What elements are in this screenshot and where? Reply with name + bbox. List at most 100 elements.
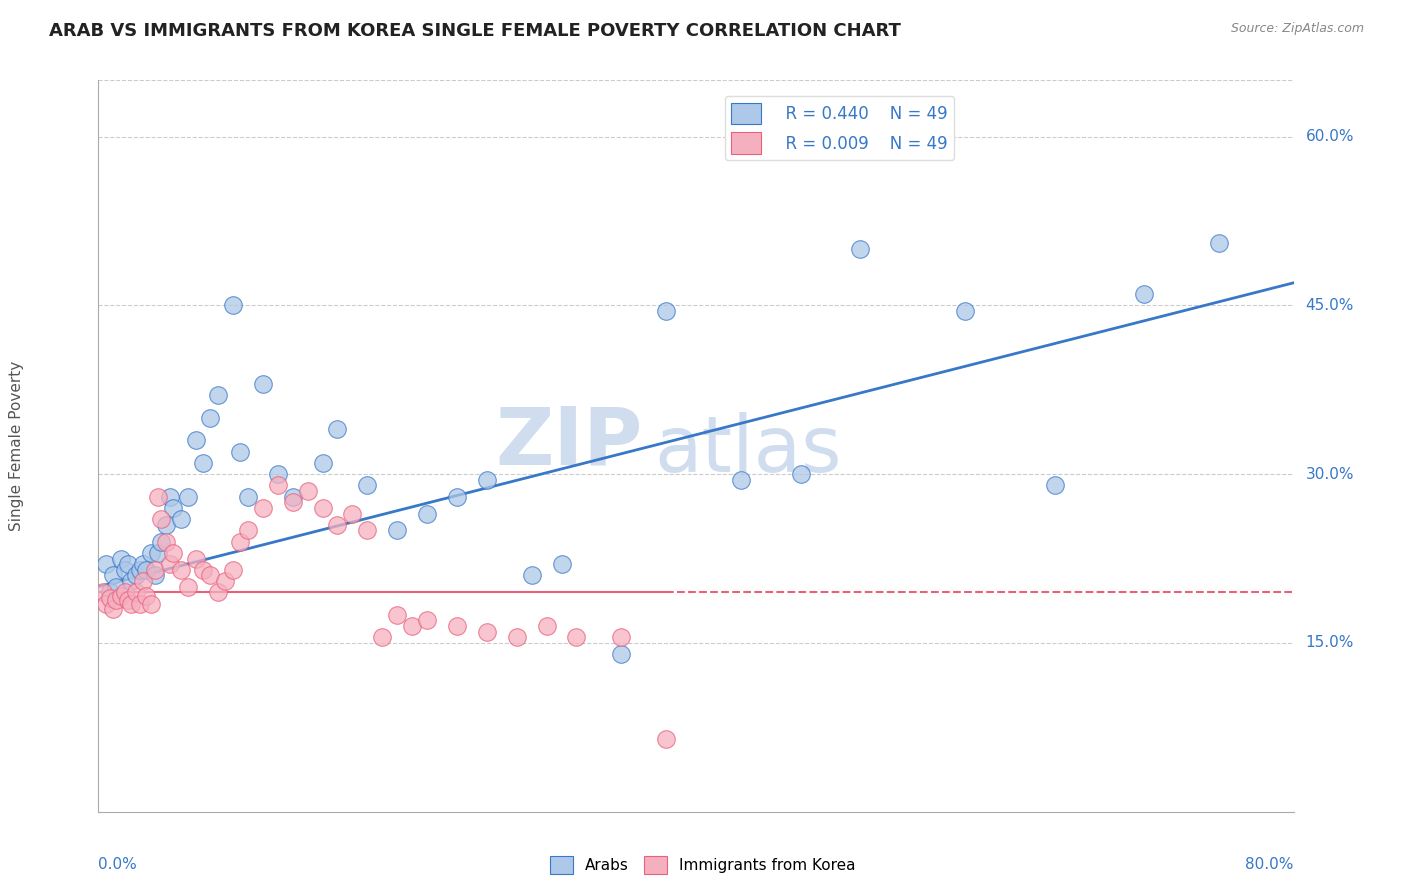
Point [120,597,142,611]
Point [267,467,290,482]
Point [148,546,170,560]
Text: atlas: atlas [654,411,842,488]
Point [105,593,128,607]
Point [506,630,529,644]
Point [311,500,333,515]
Point [129,597,152,611]
Point [252,377,274,392]
Text: ZIP: ZIP [495,403,643,482]
Point [159,490,181,504]
Text: 15.0%: 15.0% [1306,635,1354,650]
Point [125,585,148,599]
Legend:   R = 0.440    N = 49,   R = 0.009    N = 49: R = 0.440 N = 49, R = 0.009 N = 49 [724,96,955,161]
Point [371,630,394,644]
Point [155,534,177,549]
Point [342,507,364,521]
Point [311,456,333,470]
Point [98,585,122,599]
Point [236,490,259,504]
Point [94,597,117,611]
Point [281,495,304,509]
Point [356,524,378,538]
Point [177,490,200,504]
Point [655,731,678,746]
Point [105,580,128,594]
Point [222,563,245,577]
Point [191,456,214,470]
Point [162,500,184,515]
Point [475,473,498,487]
Text: 30.0%: 30.0% [1306,467,1354,482]
Point [222,298,245,312]
Point [162,546,184,560]
Point [1133,287,1156,301]
Point [155,517,177,532]
Text: 60.0%: 60.0% [1306,129,1354,144]
Point [536,619,558,633]
Point [356,478,378,492]
Point [110,589,132,603]
Point [565,630,588,644]
Point [143,563,166,577]
Point [103,602,125,616]
Point [953,304,976,318]
Point [114,563,136,577]
Point [200,410,222,425]
Point [1208,236,1230,251]
Point [297,483,319,498]
Point [550,557,572,571]
Point [610,630,633,644]
Point [475,624,498,639]
Point [110,551,132,566]
Point [281,490,304,504]
Point [120,574,142,588]
Point [98,591,122,605]
Point [159,557,181,571]
Point [150,534,173,549]
Point [789,467,811,482]
Point [401,619,423,633]
Point [191,563,214,577]
Text: 45.0%: 45.0% [1306,298,1354,313]
Point [1043,478,1066,492]
Point [385,524,409,538]
Point [446,490,468,504]
Text: Source: ZipAtlas.com: Source: ZipAtlas.com [1230,22,1364,36]
Text: 80.0%: 80.0% [1246,856,1294,871]
Point [129,563,152,577]
Point [416,507,439,521]
Point [520,568,543,582]
Point [139,546,162,560]
Point [135,589,157,603]
Point [169,512,191,526]
Point [143,568,166,582]
Text: 0.0%: 0.0% [98,856,138,871]
Point [326,517,349,532]
Point [229,534,252,549]
Point [214,574,236,588]
Point [132,574,155,588]
Point [135,563,157,577]
Point [94,557,117,571]
Legend: Arabs, Immigrants from Korea: Arabs, Immigrants from Korea [544,850,862,880]
Point [117,557,139,571]
Point [125,568,148,582]
Point [610,647,633,661]
Point [229,444,252,458]
Text: ARAB VS IMMIGRANTS FROM KOREA SINGLE FEMALE POVERTY CORRELATION CHART: ARAB VS IMMIGRANTS FROM KOREA SINGLE FEM… [49,22,901,40]
Text: Single Female Poverty: Single Female Poverty [8,361,24,531]
Point [139,597,162,611]
Point [326,422,349,436]
Point [849,242,872,256]
Point [114,585,136,599]
Point [446,619,468,633]
Point [177,580,200,594]
Point [132,557,155,571]
Point [385,607,409,622]
Point [184,434,207,448]
Point [236,524,259,538]
Point [91,585,114,599]
Point [655,304,678,318]
Point [200,568,222,582]
Point [267,478,290,492]
